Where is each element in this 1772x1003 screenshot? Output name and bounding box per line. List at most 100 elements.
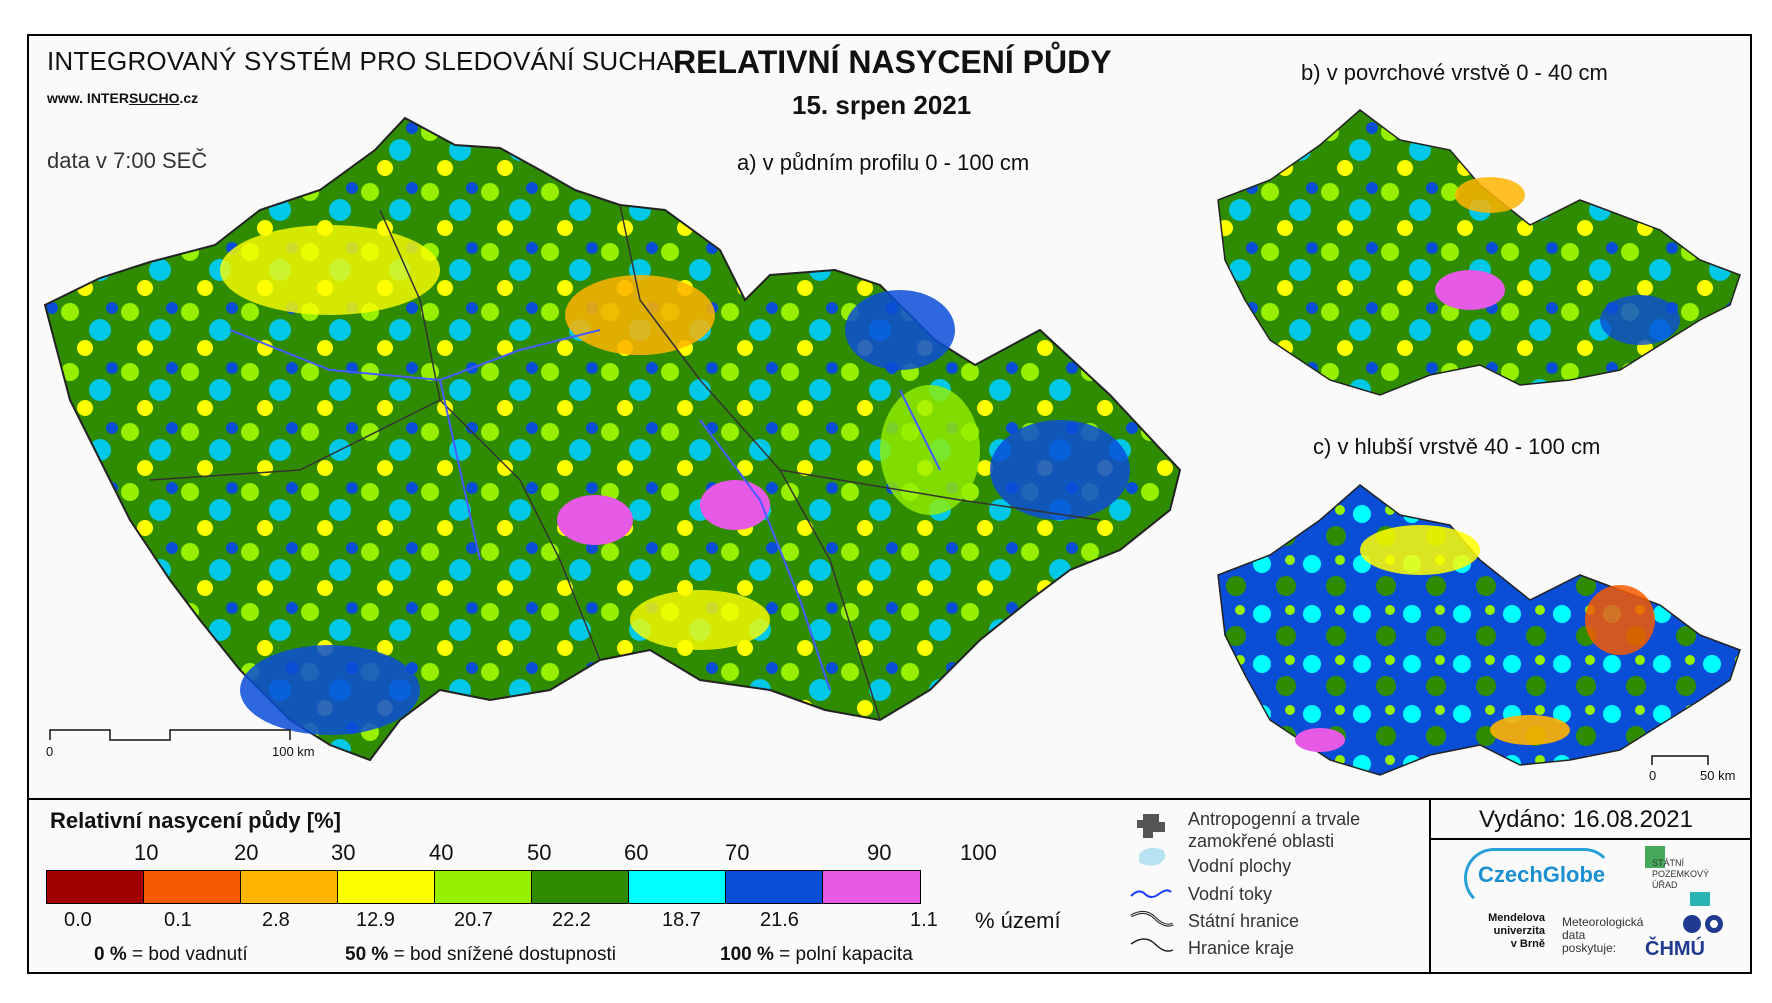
website-url[interactable]: www. INTERSUCHO.cz <box>47 90 198 106</box>
state-border-icon <box>1130 911 1174 927</box>
legend-threshold: 70 <box>725 840 750 865</box>
footer-divider <box>1429 798 1431 974</box>
legend-threshold: 30 <box>331 840 356 865</box>
spu-logo-mark <box>1645 846 1665 868</box>
spu-logo-accent <box>1690 892 1710 906</box>
map-a-rivers <box>229 329 941 691</box>
legend-area-percent: 18.7 <box>662 909 701 931</box>
map-a-yellow-south <box>630 590 770 650</box>
legend-swatch <box>338 871 435 903</box>
legend-swatch <box>241 871 338 903</box>
map-c-orange-south <box>1490 715 1570 745</box>
chmu-logo: ČHMÚ <box>1645 938 1705 960</box>
legend-threshold: 50 <box>527 840 552 865</box>
water-area-icon <box>1139 847 1166 866</box>
map-a-scale-end: 100 km <box>272 744 315 759</box>
legend-swatch <box>144 871 241 903</box>
legend-region-border: Hranice kraje <box>1188 938 1295 958</box>
legend-threshold: 90 <box>867 840 892 865</box>
note-text: = bod snížené dostupnosti <box>393 944 616 965</box>
map-a <box>43 116 1182 762</box>
system-title: INTEGROVANÝ SYSTÉM PRO SLEDOVÁNÍ SUCHA <box>47 46 674 76</box>
map-c-country-shape <box>1217 484 1741 776</box>
note-value: 0 % <box>94 944 127 965</box>
map-c-scale-bar <box>1651 755 1709 765</box>
map-a-region-borders <box>149 204 1101 721</box>
map-legend-symbols <box>1130 814 1174 952</box>
map-b-country-shape <box>1217 109 1741 396</box>
main-title: RELATIVNÍ NASYCENÍ PŮDY <box>673 44 1112 80</box>
river-icon <box>1130 889 1172 898</box>
map-b <box>1217 109 1741 396</box>
legend-area-percent: 20.7 <box>454 909 493 931</box>
map-a-blue-south <box>240 645 420 735</box>
map-c-magenta <box>1295 728 1345 752</box>
legend-threshold: 60 <box>624 840 649 865</box>
issued-date: Vydáno: 16.08.2021 <box>1479 806 1693 833</box>
czechglobe-logo-arc <box>1464 848 1614 908</box>
legend-water-areas: Vodní plochy <box>1188 856 1292 876</box>
map-a-magenta-1 <box>557 495 633 545</box>
legend-note: 0 % = bod vadnutí <box>94 944 248 966</box>
note-value: 50 % <box>345 944 389 965</box>
legend-color-scale <box>46 870 921 904</box>
map-c-label: c) v hlubší vrstvě 40 - 100 cm <box>1313 434 1601 459</box>
map-a-orange-north <box>565 275 715 355</box>
map-c-orange-east <box>1585 585 1655 655</box>
legend-area-percent: 22.2 <box>552 909 591 931</box>
map-b-label: b) v povrchové vrstvě 0 - 40 cm <box>1301 60 1608 85</box>
mendel-university-logo: Mendelova univerzita v Brně <box>1488 912 1545 950</box>
chmu-logo-icon <box>1683 915 1723 933</box>
legend-swatch <box>435 871 532 903</box>
legend-anthropogenic: Antropogenní a trvale zamokřené oblasti <box>1188 809 1361 851</box>
map-b-blue <box>1600 295 1680 345</box>
legend-threshold: 100 <box>960 840 997 865</box>
legend-area-percent: 1.1 <box>910 909 938 931</box>
map-b-orange <box>1455 177 1525 213</box>
map-a-label: a) v půdním profilu 0 - 100 cm <box>737 150 1030 175</box>
map-a-blue-northeast <box>845 290 955 370</box>
map-c-scale-start: 0 <box>1649 768 1657 783</box>
region-border-icon <box>1130 938 1174 952</box>
legend-swatch <box>726 871 823 903</box>
legend-swatch <box>532 871 629 903</box>
url-underlined: SUCHO <box>128 90 180 106</box>
spu-logo: STÁTNÍ POZEMKOVÝ ÚŘAD <box>1652 858 1710 890</box>
legend-rivers: Vodní toky <box>1188 884 1273 904</box>
legend-swatch <box>47 871 144 903</box>
url-prefix: www. INTER <box>47 90 129 106</box>
map-a-magenta-2 <box>700 480 770 530</box>
data-time: data v 7:00 SEČ <box>47 148 208 173</box>
legend-threshold: 20 <box>234 840 259 865</box>
map-a-blue-east <box>990 420 1130 520</box>
legend-divider <box>27 798 1752 800</box>
issued-divider <box>1431 838 1752 840</box>
map-b-magenta <box>1435 270 1505 310</box>
map-a-scale-bar <box>49 729 291 741</box>
legend-area-percent: 21.6 <box>760 909 799 931</box>
legend-note: 100 % = polní kapacita <box>720 944 913 966</box>
map-c-scale-end: 50 km <box>1700 768 1736 783</box>
legend-area-percent: 0.1 <box>164 909 192 931</box>
url-suffix: .cz <box>179 90 199 106</box>
czechglobe-logo: CzechGlobe <box>1478 862 1606 887</box>
legend-area-percent: 0.0 <box>64 909 92 931</box>
legend-threshold: 10 <box>134 840 159 865</box>
anthropogenic-icon <box>1137 814 1165 838</box>
map-c-yellow-north <box>1360 525 1480 575</box>
map-date: 15. srpen 2021 <box>792 90 972 120</box>
map-a-scale-start: 0 <box>46 744 54 759</box>
map-a-yellow-north <box>220 225 440 315</box>
legend-swatch <box>823 871 920 903</box>
note-text: = polní kapacita <box>779 944 913 965</box>
legend-area-percent: 2.8 <box>262 909 290 931</box>
met-data-provider: Meteorologická data poskytuje: <box>1562 915 1644 955</box>
legend-note: 50 % = bod snížené dostupnosti <box>345 944 616 966</box>
map-c <box>1217 484 1741 776</box>
legend-area-percent: 12.9 <box>356 909 395 931</box>
legend-threshold: 40 <box>429 840 454 865</box>
note-text: = bod vadnutí <box>132 944 248 965</box>
legend-area-unit: % území <box>975 908 1061 933</box>
soil-moisture-maps <box>43 109 1741 776</box>
legend-state-border: Státní hranice <box>1188 911 1300 931</box>
